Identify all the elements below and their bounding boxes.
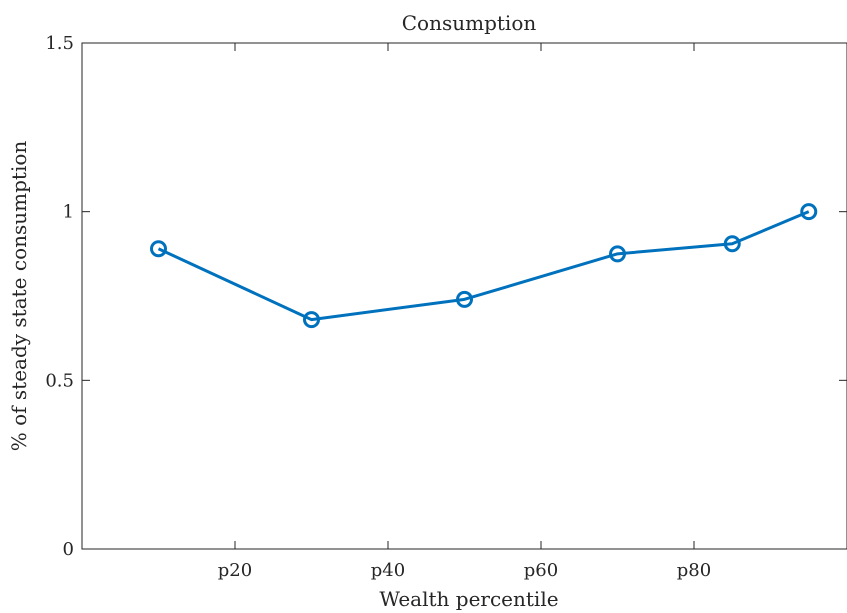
data-point-marker bbox=[150, 240, 167, 258]
data-point-marker bbox=[303, 311, 320, 329]
y-tick-label: 0.5 bbox=[45, 370, 74, 391]
y-tick-label: 1.5 bbox=[45, 33, 74, 54]
plot-area-box bbox=[81, 42, 847, 550]
axis-ticks bbox=[82, 42, 847, 550]
data-point-marker bbox=[723, 235, 741, 253]
data-point-marker bbox=[800, 203, 818, 221]
data-point-marker bbox=[456, 290, 473, 308]
tick-labels: p20 p40 p60 p80 0 0.5 1 1.5 bbox=[45, 33, 711, 581]
series-line bbox=[157, 210, 810, 322]
x-tick-label: p80 bbox=[677, 560, 711, 581]
data-point-marker bbox=[609, 245, 626, 263]
x-tick-label: p60 bbox=[524, 560, 558, 581]
series-layer bbox=[150, 203, 818, 329]
y-tick-label: 1 bbox=[63, 202, 74, 223]
y-axis-label: % of steady state consumption bbox=[7, 141, 31, 452]
x-tick-label: p20 bbox=[218, 560, 252, 581]
x-axis-label: Wealth percentile bbox=[379, 587, 558, 611]
y-tick-label: 0 bbox=[63, 539, 74, 560]
chart-title: Consumption bbox=[402, 11, 537, 35]
x-tick-label: p40 bbox=[371, 560, 405, 581]
